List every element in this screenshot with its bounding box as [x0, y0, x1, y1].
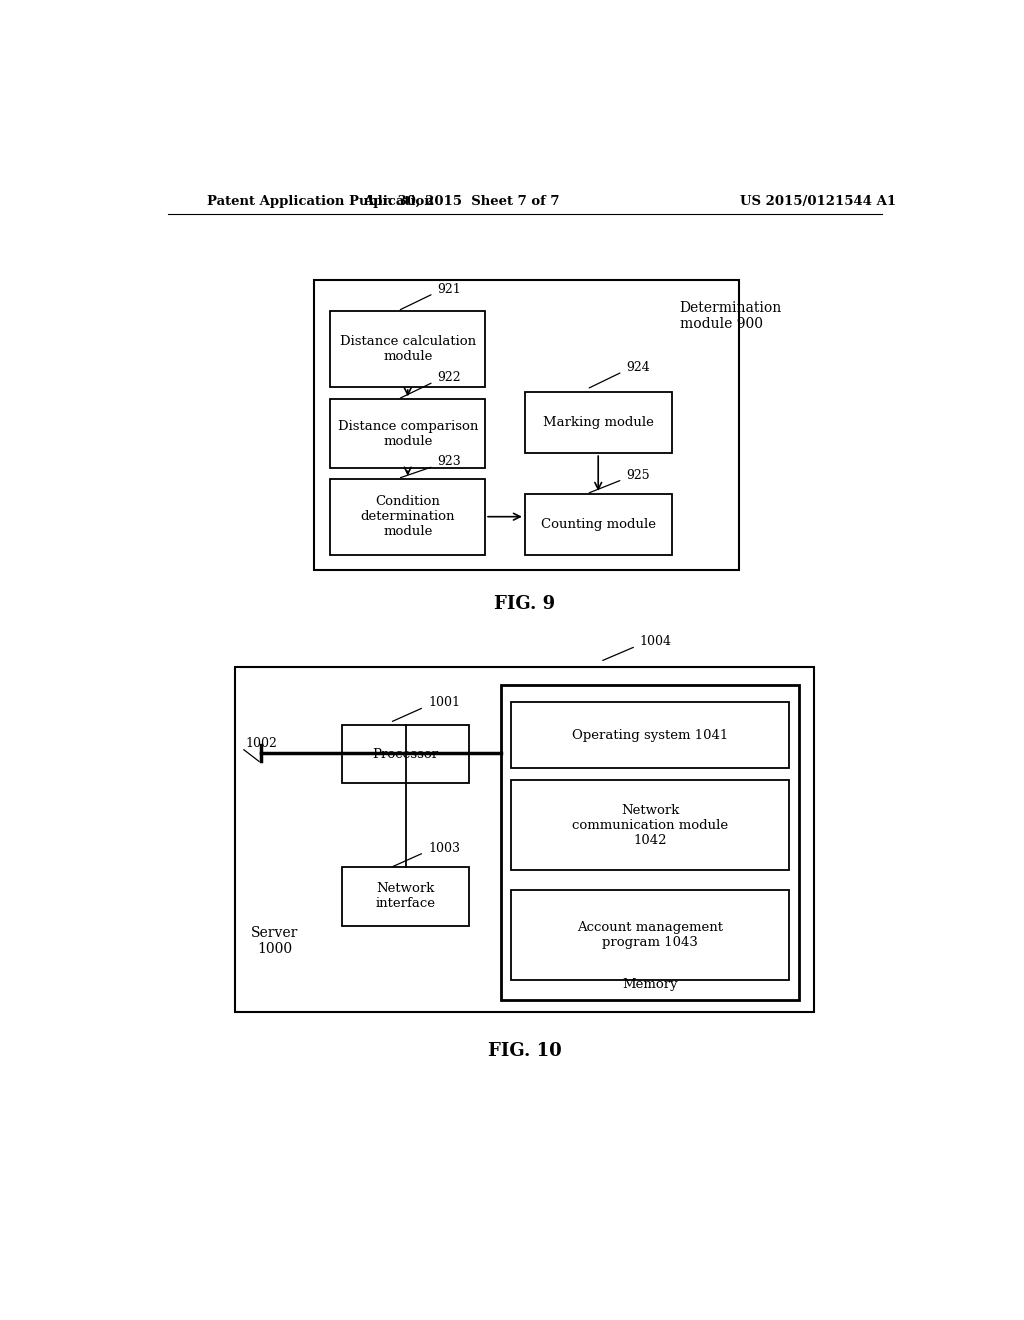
Text: Condition
determination
module: Condition determination module: [360, 495, 455, 539]
Text: Distance calculation
module: Distance calculation module: [340, 335, 476, 363]
Text: Marking module: Marking module: [543, 416, 653, 429]
Text: 1002: 1002: [246, 737, 278, 750]
Bar: [314, 280, 739, 570]
Bar: [331, 399, 485, 469]
Text: Network
communication module
1042: Network communication module 1042: [572, 804, 728, 846]
Text: 924: 924: [627, 360, 650, 374]
Text: 922: 922: [437, 371, 461, 384]
Bar: [236, 667, 814, 1012]
Text: Account management
program 1043: Account management program 1043: [578, 921, 723, 949]
Bar: [331, 312, 485, 387]
Bar: [511, 780, 790, 870]
Text: FIG. 10: FIG. 10: [487, 1041, 562, 1060]
Bar: [524, 494, 672, 554]
Text: Network
interface: Network interface: [376, 882, 436, 911]
Bar: [511, 702, 790, 768]
Bar: [511, 890, 790, 979]
Text: US 2015/0121544 A1: US 2015/0121544 A1: [740, 194, 896, 207]
Text: Counting module: Counting module: [541, 517, 655, 531]
Bar: [342, 867, 469, 925]
Text: Determination
module 900: Determination module 900: [680, 301, 781, 331]
Text: 923: 923: [437, 455, 461, 469]
Text: Distance comparison
module: Distance comparison module: [338, 420, 478, 447]
Text: Operating system 1041: Operating system 1041: [572, 729, 728, 742]
Text: 1003: 1003: [428, 842, 460, 854]
Text: Memory: Memory: [622, 978, 678, 991]
Bar: [501, 685, 799, 1001]
Text: Processor: Processor: [373, 747, 439, 760]
Bar: [342, 725, 469, 784]
Text: 925: 925: [627, 469, 650, 482]
Text: Server
1000: Server 1000: [251, 925, 299, 956]
Bar: [331, 479, 485, 554]
Text: Apr. 30, 2015  Sheet 7 of 7: Apr. 30, 2015 Sheet 7 of 7: [364, 194, 559, 207]
Text: Patent Application Publication: Patent Application Publication: [207, 194, 434, 207]
Bar: [524, 392, 672, 453]
Text: 1001: 1001: [428, 696, 460, 709]
Text: FIG. 9: FIG. 9: [495, 594, 555, 612]
Text: 1004: 1004: [640, 635, 672, 648]
Text: 921: 921: [437, 282, 461, 296]
